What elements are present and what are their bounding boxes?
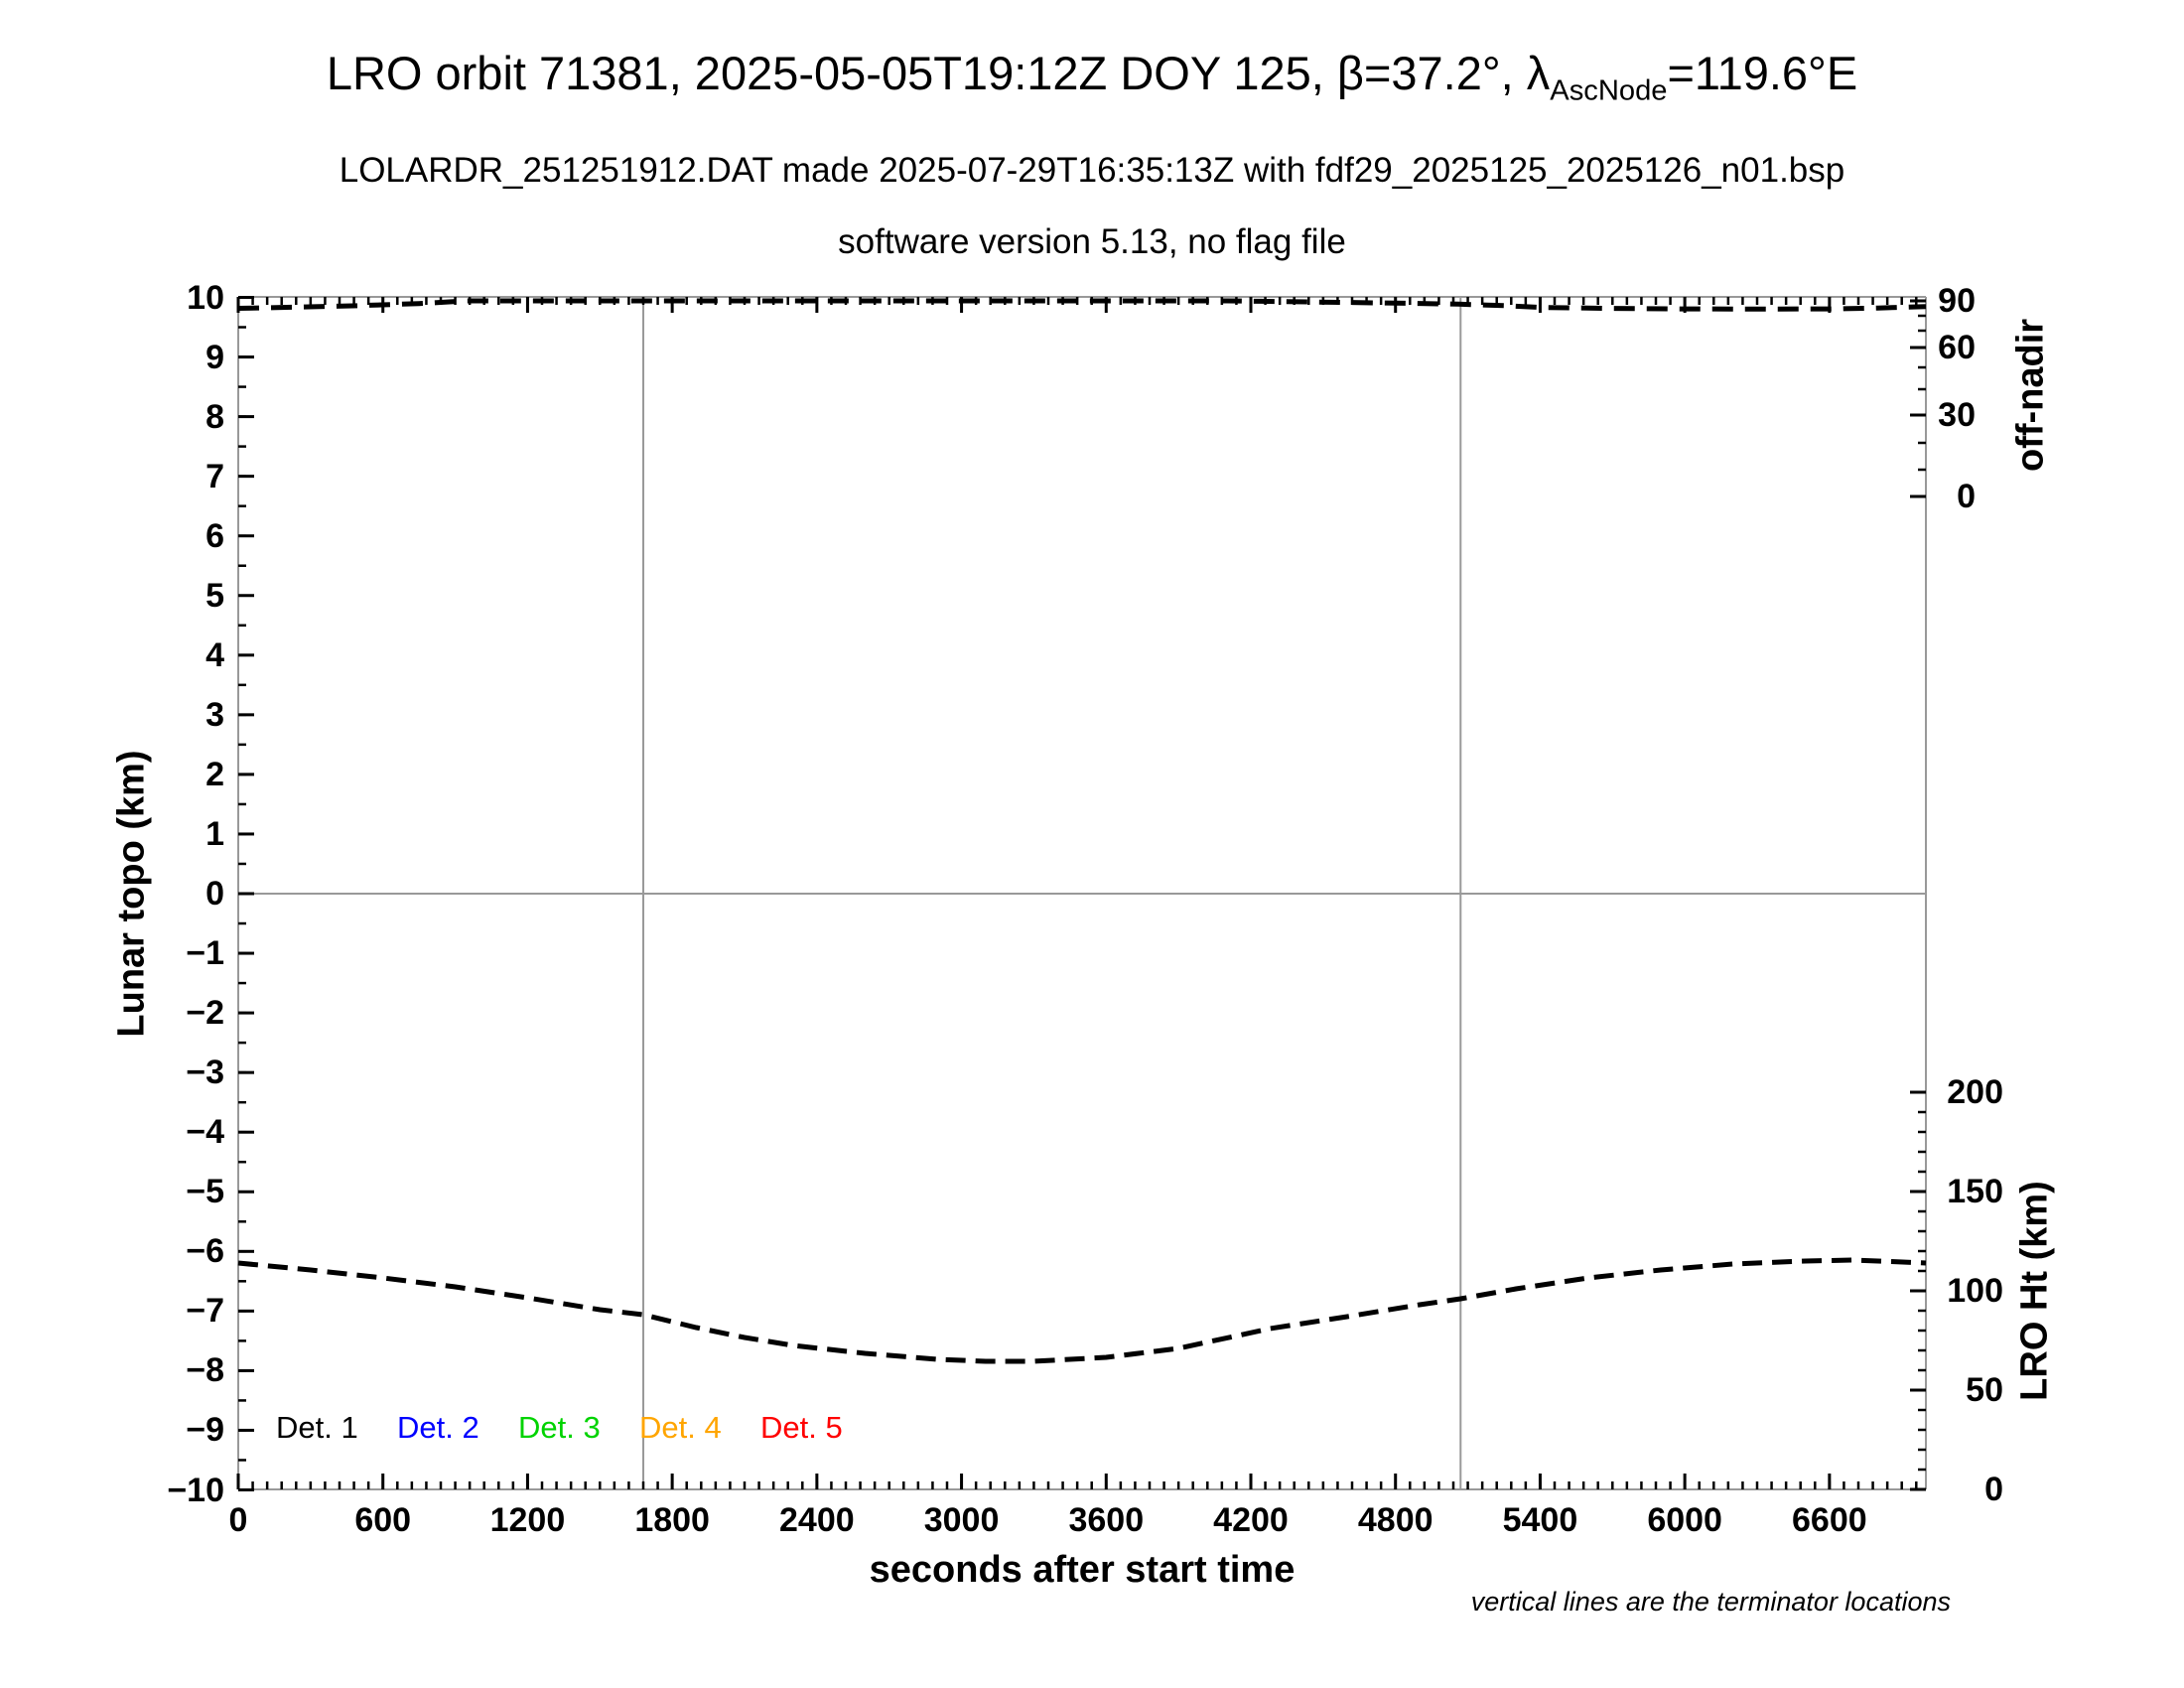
off-nadir-tick-label: 90 [1938,282,1976,320]
lro-ht-tick-label: 100 [1947,1272,2003,1310]
left-axis-tick-label: 3 [205,695,224,734]
x-axis-tick-label: 600 [354,1501,412,1539]
legend-item-det-4: Det. 4 [639,1410,722,1445]
left-axis-tick-label: −2 [186,994,224,1033]
x-axis-tick-label: 5400 [1502,1501,1578,1539]
terminator-footnote: vertical lines are the terminator locati… [1470,1587,1951,1617]
right-axis-bottom-title: LRO Ht (km) [2013,1181,2056,1401]
x-axis-tick-label: 6000 [1647,1501,1722,1539]
lro-height-curve [237,1257,1927,1364]
left-axis-tick-label: −1 [186,934,224,973]
right-axis-top-title: off-nadir [2009,318,2052,473]
left-axis-tick-label: 5 [205,576,224,615]
x-axis-tick-label: 4200 [1213,1501,1289,1539]
left-axis-tick-label: 1 [205,814,224,853]
legend-item-det-3: Det. 3 [518,1410,601,1445]
left-axis-tick-label: −3 [186,1054,224,1092]
x-axis-title: seconds after start time [869,1549,1296,1591]
left-axis-tick-label: 8 [205,397,224,436]
x-axis-tick-label: 3600 [1068,1501,1145,1539]
off-nadir-curve [237,298,1927,312]
x-axis-tick-label: 6600 [1792,1501,1867,1539]
left-axis-tick-label: 7 [205,457,224,495]
legend-item-det-1: Det. 1 [276,1410,358,1445]
left-axis-tick-label: 0 [205,875,224,913]
left-axis-tick-label: 2 [205,755,224,793]
left-axis-tick-label: −8 [186,1351,224,1390]
lro-ht-tick-label: 200 [1947,1073,2003,1111]
x-axis-tick-label: 2400 [779,1501,855,1539]
x-axis-tick-label: 3000 [923,1501,1000,1539]
title-pre: LRO orbit 71381, 2025-05-05T19:12Z DOY 1… [326,47,1551,99]
x-axis-tick-label: 4800 [1357,1501,1433,1539]
subtitle-file: LOLARDR_251251912.DAT made 2025-07-29T16… [339,151,1845,190]
gridlines-and-terminator-lines [238,297,1926,1489]
left-axis-tick-label: 4 [205,635,224,674]
left-axis-tick-label: −9 [186,1411,224,1450]
x-axis-tick-label: 0 [228,1501,248,1539]
left-axis-tick-label: −5 [186,1173,224,1211]
left-axis-tick-label: −4 [186,1113,224,1152]
left-axis-tick-label: 10 [187,278,224,317]
left-axis-tick-label: 6 [205,516,224,555]
lro-ht-tick-label: 50 [1966,1371,2003,1409]
off-nadir-tick-label: 60 [1938,329,1976,366]
x-axis-tick-label: 1800 [634,1501,710,1539]
legend-item-det-5: Det. 5 [760,1410,843,1445]
left-axis-tick-label: −6 [186,1232,224,1271]
lro-ht-tick-label: 0 [1984,1471,2003,1508]
data-curves [237,298,1927,1364]
title-subscript: AscNode [1550,74,1668,107]
legend-item-det-2: Det. 2 [397,1410,479,1445]
off-nadir-tick-label: 0 [1957,478,1976,515]
title-post: =119.6°E [1667,47,1858,99]
page-title: LRO orbit 71381, 2025-05-05T19:12Z DOY 1… [0,46,2184,107]
off-nadir-tick-label: 30 [1938,396,1976,434]
left-axis-tick-label: −10 [167,1471,224,1509]
left-axis-tick-label: 9 [205,338,224,376]
left-axis-tick-label: −7 [186,1292,224,1331]
lro-ht-tick-label: 150 [1947,1173,2003,1210]
left-axis-title: Lunar topo (km) [110,750,153,1038]
subtitle-version: software version 5.13, no flag file [838,222,1346,261]
x-axis-tick-label: 1200 [489,1501,566,1539]
